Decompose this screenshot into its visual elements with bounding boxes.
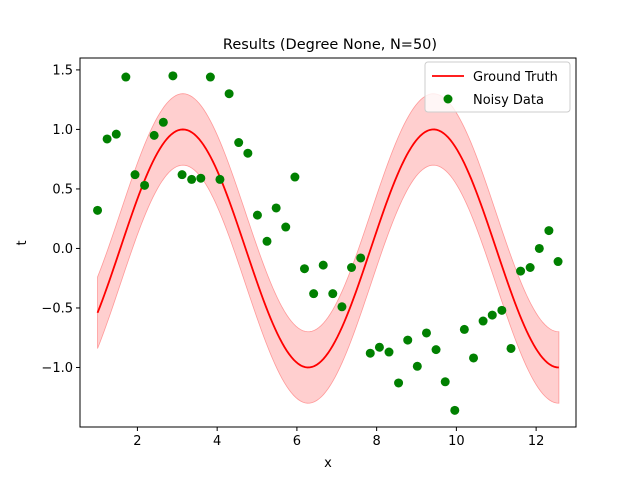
data-point xyxy=(516,266,526,276)
data-point xyxy=(140,180,150,190)
data-point xyxy=(149,130,159,140)
data-point xyxy=(281,222,291,232)
data-point xyxy=(196,173,206,183)
y-tick-label: 1.5 xyxy=(52,63,73,78)
data-point xyxy=(328,289,338,299)
data-point xyxy=(309,289,319,299)
data-point xyxy=(224,89,234,99)
legend-label-noisy-data: Noisy Data xyxy=(473,93,544,108)
y-tick-label: 1.0 xyxy=(52,123,73,138)
data-point xyxy=(318,260,328,270)
legend: Ground Truth Noisy Data xyxy=(424,61,571,113)
data-point xyxy=(534,243,544,253)
uncertainty-band xyxy=(97,93,560,404)
data-point xyxy=(337,302,347,312)
data-point xyxy=(262,236,272,246)
plot-area xyxy=(93,71,563,415)
data-point xyxy=(506,343,516,353)
legend-marker-swatch xyxy=(443,94,453,104)
data-point xyxy=(365,348,375,358)
data-point xyxy=(497,305,507,315)
data-point xyxy=(431,345,441,355)
x-tick-label: 8 xyxy=(373,434,381,449)
data-point xyxy=(215,174,225,184)
x-axis-label: x xyxy=(324,456,332,471)
data-point xyxy=(187,174,197,184)
ground-truth-line xyxy=(96,128,559,369)
data-point xyxy=(478,316,488,326)
x-tick-label: 10 xyxy=(448,434,465,449)
data-point xyxy=(544,226,554,236)
data-point xyxy=(177,170,187,180)
data-point xyxy=(421,328,431,338)
data-point xyxy=(553,257,563,267)
data-point xyxy=(384,347,394,357)
data-point xyxy=(158,117,168,127)
y-tick-label: 0.5 xyxy=(52,182,73,197)
data-point xyxy=(347,263,357,272)
data-point xyxy=(403,335,413,345)
data-point xyxy=(252,210,262,220)
data-point xyxy=(356,253,366,263)
x-tick-label: 4 xyxy=(213,434,221,449)
data-point xyxy=(234,138,244,148)
y-axis-label: t xyxy=(15,240,30,245)
data-point xyxy=(394,378,404,388)
data-point xyxy=(525,263,535,272)
data-point xyxy=(205,72,215,82)
data-point xyxy=(271,203,281,213)
data-point xyxy=(93,205,103,215)
data-point xyxy=(469,353,479,363)
data-point xyxy=(299,264,309,274)
data-point xyxy=(243,148,253,158)
x-tick-label: 6 xyxy=(293,434,301,449)
data-point xyxy=(459,324,469,334)
data-point xyxy=(374,342,384,352)
data-point xyxy=(102,134,112,144)
legend-label-ground-truth: Ground Truth xyxy=(473,70,558,85)
y-tick-label: −1.0 xyxy=(41,361,73,376)
data-point xyxy=(487,310,497,320)
axes: 2 4 6 8 10 12 −1.0 −0.5 0.0 0.5 1.0 1.5 xyxy=(41,57,577,449)
x-tick-label: 2 xyxy=(133,434,141,449)
data-point xyxy=(130,170,140,180)
data-point xyxy=(121,72,131,82)
data-point xyxy=(450,405,460,415)
chart-title: Results (Degree None, N=50) xyxy=(223,37,437,53)
data-point xyxy=(440,377,450,387)
axes-frame xyxy=(79,57,577,428)
data-point xyxy=(168,71,178,81)
legend-frame xyxy=(424,61,571,113)
x-tick-label: 12 xyxy=(528,434,545,449)
y-tick-label: 0.0 xyxy=(52,242,73,257)
data-point xyxy=(111,129,121,139)
data-point xyxy=(412,361,422,371)
y-tick-label: −0.5 xyxy=(41,301,73,316)
data-point xyxy=(290,172,300,182)
